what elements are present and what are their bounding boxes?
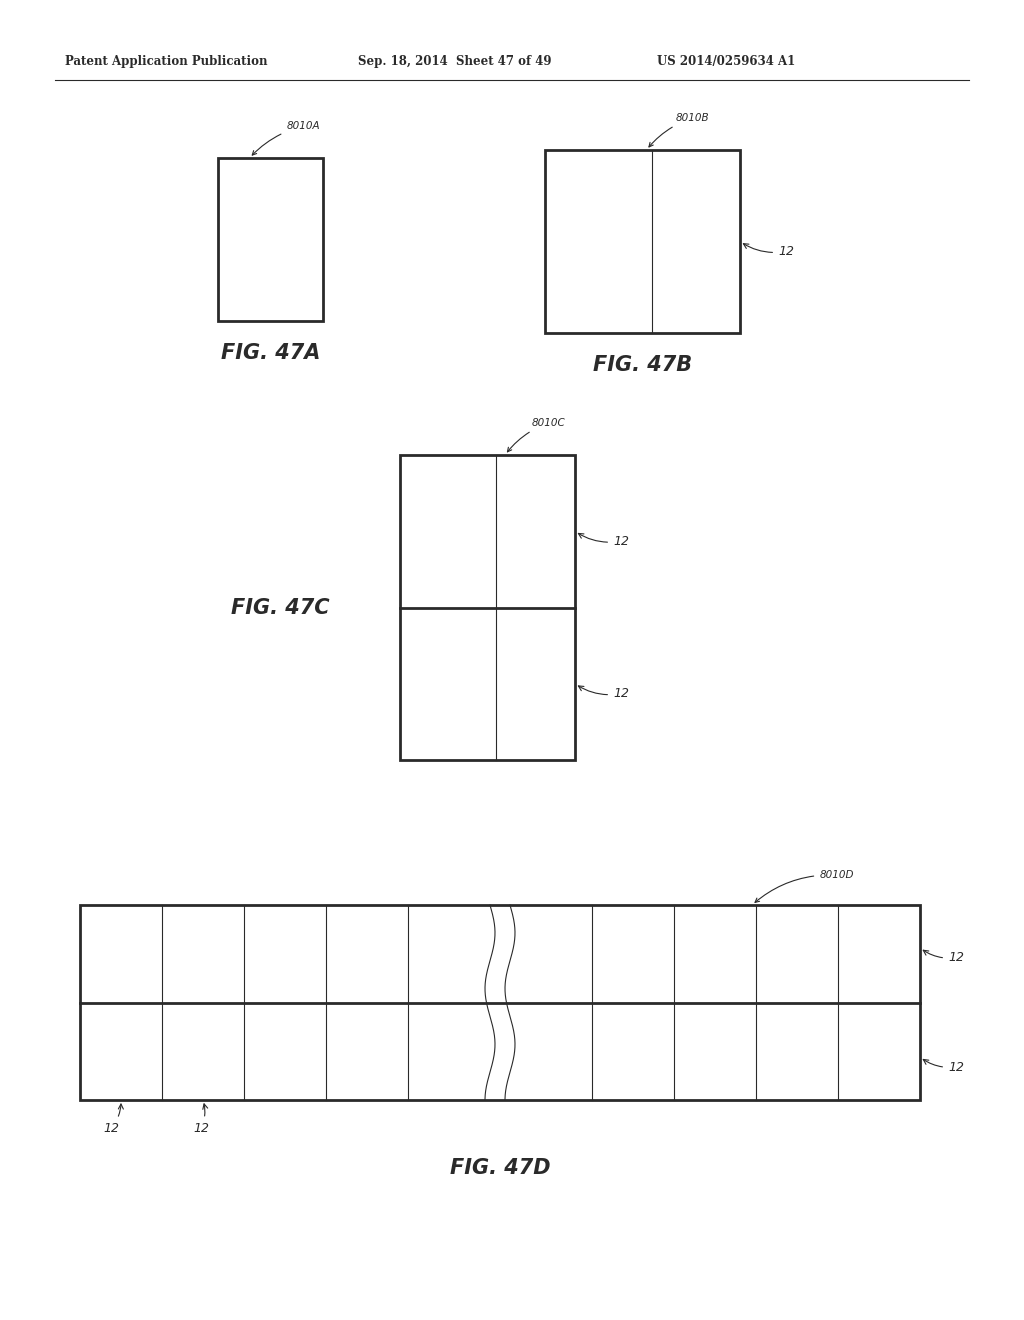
Bar	[80, 906, 920, 1100]
Text: Sep. 18, 2014  Sheet 47 of 49: Sep. 18, 2014 Sheet 47 of 49	[358, 55, 552, 69]
Text: 12: 12	[193, 1104, 209, 1134]
Text: FIG. 47B: FIG. 47B	[593, 355, 692, 375]
Bar	[545, 150, 740, 333]
Bar	[218, 158, 323, 321]
Bar	[400, 455, 575, 760]
Text: 12: 12	[924, 1060, 964, 1073]
Text: 12: 12	[579, 686, 629, 700]
Text: FIG. 47C: FIG. 47C	[230, 598, 330, 618]
Text: 8010B: 8010B	[649, 114, 710, 147]
Text: FIG. 47A: FIG. 47A	[221, 343, 321, 363]
Text: 12: 12	[743, 244, 794, 257]
Text: 8010A: 8010A	[252, 121, 319, 154]
Text: 12: 12	[924, 950, 964, 965]
Text: Patent Application Publication: Patent Application Publication	[65, 55, 267, 69]
Text: 12: 12	[103, 1104, 123, 1134]
Text: 12: 12	[579, 533, 629, 548]
Text: US 2014/0259634 A1: US 2014/0259634 A1	[657, 55, 796, 69]
Text: 8010D: 8010D	[755, 870, 854, 903]
Text: 8010C: 8010C	[508, 418, 565, 451]
Text: FIG. 47D: FIG. 47D	[450, 1158, 550, 1177]
